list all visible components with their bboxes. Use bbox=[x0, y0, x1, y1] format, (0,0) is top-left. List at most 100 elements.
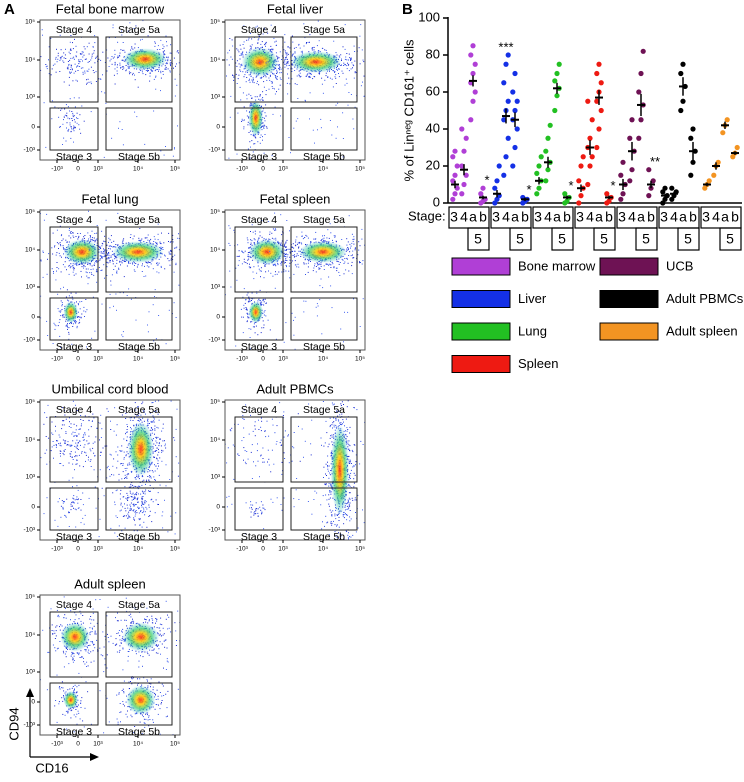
event-dot bbox=[133, 73, 134, 74]
event-dot bbox=[285, 243, 286, 244]
event-dot bbox=[65, 58, 66, 59]
event-dot bbox=[153, 241, 154, 242]
event-dot bbox=[326, 75, 327, 76]
event-dot bbox=[319, 73, 320, 74]
event-dot bbox=[42, 251, 43, 252]
event-dot bbox=[84, 71, 85, 72]
event-dot bbox=[248, 242, 249, 243]
event-dot bbox=[125, 477, 126, 478]
event-dot bbox=[287, 74, 288, 75]
event-dot bbox=[78, 63, 79, 64]
event-dot bbox=[72, 68, 73, 69]
event-dot bbox=[266, 42, 267, 43]
event-dot bbox=[75, 452, 76, 453]
event-dot bbox=[123, 240, 124, 241]
event-dot bbox=[159, 259, 160, 260]
event-dot bbox=[114, 57, 115, 58]
event-dot bbox=[340, 329, 341, 330]
event-dot bbox=[61, 271, 62, 272]
event-dot bbox=[112, 274, 113, 275]
event-dot bbox=[134, 75, 135, 76]
event-dot bbox=[275, 240, 276, 241]
event-dot bbox=[335, 78, 336, 79]
event-dot bbox=[252, 82, 253, 83]
event-dot bbox=[295, 242, 296, 243]
event-dot bbox=[146, 501, 147, 502]
event-dot bbox=[345, 49, 346, 50]
event-dot bbox=[94, 442, 95, 443]
event-dot bbox=[91, 426, 92, 427]
event-dot bbox=[63, 317, 64, 318]
event-dot bbox=[134, 520, 135, 521]
event-dot bbox=[351, 94, 352, 95]
event-dot bbox=[128, 474, 129, 475]
event-dot bbox=[136, 320, 137, 321]
events bbox=[39, 211, 202, 350]
event-dot bbox=[65, 443, 66, 444]
event-dot bbox=[78, 237, 79, 238]
event-dot bbox=[256, 83, 257, 84]
event-dot bbox=[157, 262, 158, 263]
event-dot bbox=[87, 71, 88, 72]
event-dot bbox=[301, 243, 302, 244]
event-dot bbox=[126, 454, 127, 455]
event-dot bbox=[317, 129, 318, 130]
event-dot bbox=[148, 490, 149, 491]
event-dot bbox=[140, 518, 141, 519]
event-dot bbox=[94, 50, 95, 51]
event-dot bbox=[127, 499, 128, 500]
event-dot bbox=[87, 232, 88, 233]
event-dot bbox=[59, 71, 60, 72]
event-dot bbox=[94, 255, 95, 256]
event-dot bbox=[280, 85, 281, 86]
event-dot bbox=[71, 445, 72, 446]
event-dot bbox=[94, 42, 95, 43]
event-dot bbox=[80, 445, 81, 446]
event-dot bbox=[57, 61, 58, 62]
event-dot bbox=[249, 74, 250, 75]
event-dot bbox=[132, 494, 133, 495]
event-dot bbox=[265, 43, 266, 44]
event-dot bbox=[178, 285, 179, 286]
event-dot bbox=[40, 56, 41, 57]
event-dot bbox=[312, 78, 313, 79]
event-dot bbox=[241, 121, 242, 122]
x-tick-label: 10³ bbox=[278, 356, 288, 363]
event-dot bbox=[79, 319, 80, 320]
event-dot bbox=[100, 469, 101, 470]
event-dot bbox=[55, 59, 56, 60]
event-dot bbox=[69, 72, 70, 73]
event-dot bbox=[120, 65, 121, 66]
event-dot bbox=[59, 336, 60, 337]
event-dot bbox=[278, 272, 279, 273]
event-dot bbox=[74, 446, 75, 447]
event-dot bbox=[284, 67, 285, 68]
event-dot bbox=[123, 516, 124, 517]
event-dot bbox=[348, 64, 349, 65]
density-core bbox=[299, 241, 346, 263]
event-dot bbox=[305, 301, 306, 302]
event-dot bbox=[170, 65, 171, 66]
event-dot bbox=[70, 53, 71, 54]
event-dot bbox=[61, 428, 62, 429]
event-dot bbox=[164, 255, 165, 256]
event-dot bbox=[247, 239, 248, 240]
event-dot bbox=[330, 267, 331, 268]
event-dot bbox=[76, 293, 77, 294]
event-dot bbox=[265, 120, 266, 121]
event-dot bbox=[126, 69, 127, 70]
event-dot bbox=[130, 263, 131, 264]
event-dot bbox=[233, 77, 234, 78]
event-dot bbox=[353, 64, 354, 65]
event-dot bbox=[151, 263, 152, 264]
event-dot bbox=[285, 50, 286, 51]
event-dot bbox=[96, 270, 97, 271]
event-dot bbox=[323, 240, 324, 241]
event-dot bbox=[364, 76, 365, 77]
event-dot bbox=[162, 247, 163, 248]
event-dot bbox=[223, 53, 224, 54]
event-dot bbox=[272, 82, 273, 83]
event-dot bbox=[102, 253, 103, 254]
event-dot bbox=[102, 270, 103, 271]
event-dot bbox=[54, 323, 55, 324]
